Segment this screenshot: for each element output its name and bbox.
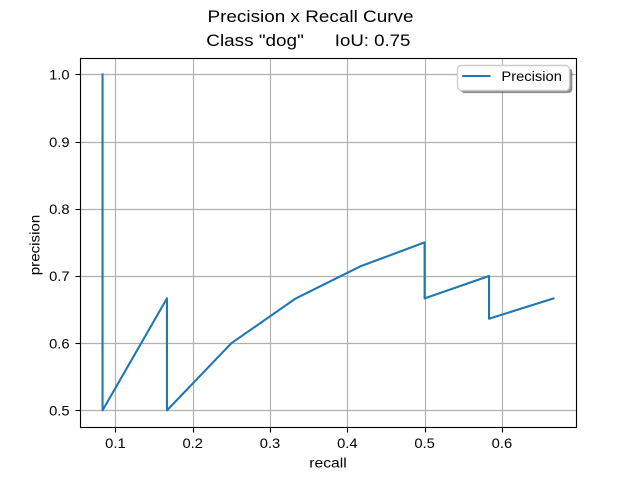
svg-text:Class "dog": Class "dog": [206, 31, 304, 50]
svg-text:0.2: 0.2: [182, 435, 203, 451]
svg-text:0.3: 0.3: [260, 435, 281, 451]
svg-text:0.9: 0.9: [49, 134, 70, 150]
svg-text:0.6: 0.6: [49, 335, 70, 351]
svg-text:0.5: 0.5: [49, 403, 70, 419]
svg-text:0.6: 0.6: [492, 435, 513, 451]
svg-text:recall: recall: [309, 454, 347, 470]
svg-text:0.4: 0.4: [337, 435, 358, 451]
svg-text:1.0: 1.0: [49, 67, 70, 83]
svg-text:Precision x Recall Curve: Precision x Recall Curve: [208, 7, 414, 26]
svg-text:precision: precision: [27, 215, 43, 276]
svg-text:0.7: 0.7: [49, 268, 70, 284]
svg-text:IoU: 0.75: IoU: 0.75: [335, 31, 411, 50]
svg-text:0.5: 0.5: [414, 435, 435, 451]
svg-text:Precision: Precision: [501, 68, 562, 84]
svg-text:0.8: 0.8: [49, 201, 70, 217]
svg-text:0.1: 0.1: [105, 435, 126, 451]
